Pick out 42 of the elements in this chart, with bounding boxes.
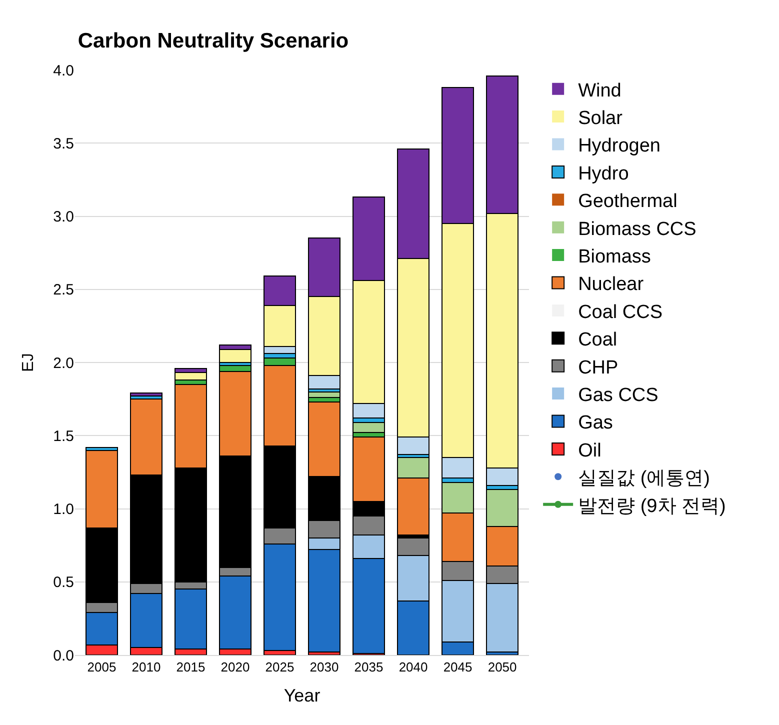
x-tick-label: 2050: [488, 660, 517, 675]
y-tick-label: 0.0: [53, 647, 74, 664]
bar: [219, 348, 252, 363]
bar: [130, 392, 162, 397]
x-tick-label: 2040: [398, 660, 428, 675]
legend-label: Coal: [578, 330, 618, 351]
legend-label: Geothermal: [578, 191, 678, 212]
y-tick-label: 3.5: [53, 135, 74, 152]
y-tick-label: 4.0: [53, 62, 74, 80]
legend-label: Wind: [578, 80, 622, 102]
legend-label: 발전량 (9차 전력): [578, 496, 726, 517]
y-tick-label: 0.5: [53, 574, 74, 592]
legend-label: Oil: [578, 440, 602, 462]
y-axis-title: EJ: [20, 353, 38, 372]
y-tick-label: 1.5: [53, 428, 74, 445]
x-tick-label: 2020: [220, 660, 250, 675]
x-tick-label: 2045: [443, 660, 472, 675]
chart-title: Carbon Neutrality Scenario: [78, 29, 349, 52]
x-tick-label: 2035: [354, 660, 384, 675]
x-tick-label: 2025: [265, 660, 294, 675]
legend-label: Biomass CCS: [578, 218, 696, 240]
legend-label: Solar: [578, 108, 624, 129]
y-tick-label: 2.0: [53, 354, 74, 372]
x-tick-label: 2005: [87, 660, 116, 675]
y-tick-label: 3.0: [53, 208, 74, 226]
legend-label: Gas CCS: [578, 384, 658, 406]
bar: [174, 372, 207, 381]
legend-label: Nuclear: [578, 274, 644, 296]
legend-label: CHP: [578, 357, 618, 378]
x-tick-label: 2010: [132, 660, 161, 675]
legend-label: 실질값 (에통연): [578, 468, 710, 490]
legend-label: Hydro: [578, 163, 629, 184]
legend-label: Hydrogen: [578, 136, 660, 157]
legend-label: Gas: [578, 412, 613, 434]
y-tick-label: 1.0: [53, 501, 74, 518]
legend-label: Biomass: [578, 246, 651, 268]
x-tick-label: 2015: [176, 660, 206, 675]
x-tick-label: 2030: [310, 660, 339, 675]
bar: [352, 422, 385, 434]
y-tick-label: 2.5: [53, 282, 74, 299]
legend-label: Coal CCS: [578, 302, 663, 323]
x-axis-title: Year: [284, 686, 320, 706]
